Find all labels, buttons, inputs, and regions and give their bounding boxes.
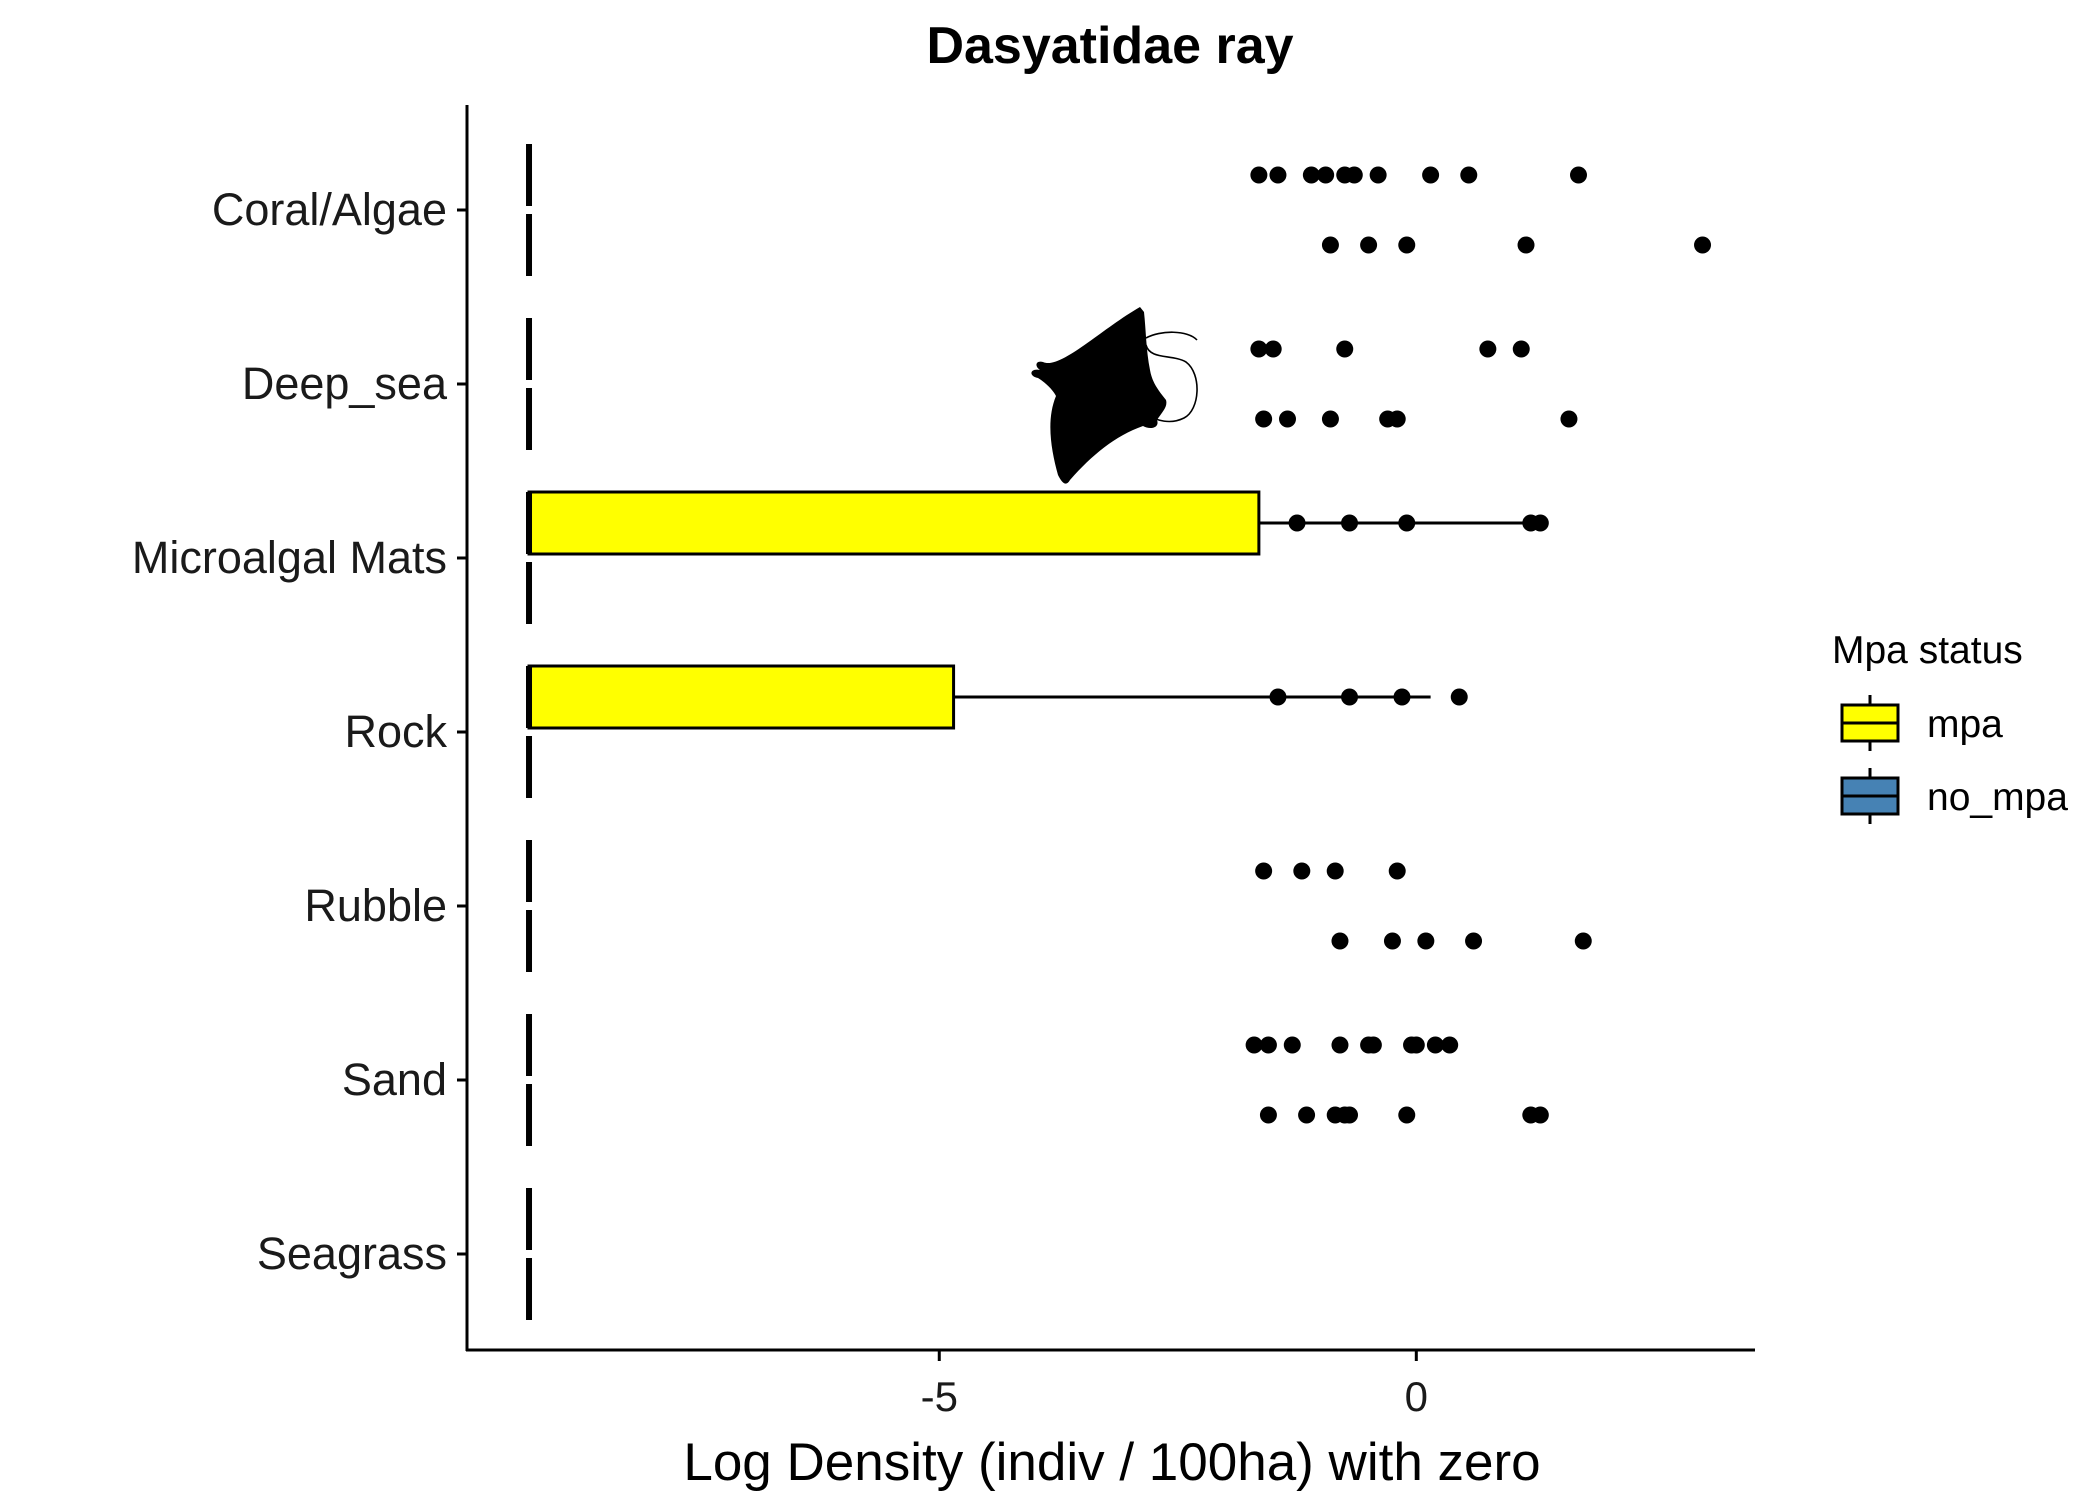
outlier-point — [1245, 1036, 1263, 1054]
outlier-point — [1441, 1036, 1459, 1054]
outlier-point — [1450, 688, 1468, 706]
legend-entry-mpa: mpa — [1840, 695, 2003, 751]
outlier-point — [1326, 862, 1344, 880]
legend-title: Mpa status — [1832, 629, 2023, 672]
outlier-point — [1694, 236, 1712, 254]
outlier-point — [1407, 1036, 1425, 1054]
outlier-point — [1341, 514, 1359, 532]
y-tick-label: Sand — [342, 1054, 447, 1105]
outlier-point — [1512, 340, 1530, 358]
ray-silhouette-icon — [1031, 307, 1198, 484]
x-axis-title: Log Density (indiv / 100ha) with zero — [683, 1433, 1540, 1492]
outlier-point — [1531, 1106, 1549, 1124]
outlier-point — [1388, 410, 1406, 428]
outlier-point — [1531, 514, 1549, 532]
outlier-point — [1460, 166, 1478, 184]
outlier-point — [1364, 1036, 1382, 1054]
outlier-point — [1369, 166, 1387, 184]
legend-label: mpa — [1927, 703, 2003, 746]
outlier-point — [1321, 236, 1339, 254]
outlier-point — [1422, 166, 1440, 184]
outlier-point — [1264, 340, 1282, 358]
box-layer — [526, 490, 1536, 730]
outlier-point — [1331, 932, 1349, 950]
box-mpa — [527, 490, 1261, 556]
chart-title: Dasyatidae ray — [926, 17, 1293, 75]
plot-area — [526, 144, 1712, 1320]
outlier-point — [1255, 410, 1273, 428]
point-layer — [1245, 166, 1712, 1124]
outlier-point — [1360, 236, 1378, 254]
axes: Coral/Algae Deep_sea Microalgal Mats Rock Ru… — [132, 105, 1755, 1420]
legend-entries: mpa no_mpa — [1840, 695, 2068, 824]
outlier-point — [1345, 166, 1363, 184]
outlier-point — [1302, 166, 1320, 184]
outlier-point — [1259, 1106, 1277, 1124]
outlier-point — [1426, 1036, 1444, 1054]
outlier-point — [1383, 932, 1401, 950]
outlier-point — [1259, 1036, 1277, 1054]
outlier-point — [1269, 688, 1287, 706]
y-axis: Coral/Algae Deep_sea Microalgal Mats Rock Ru… — [132, 184, 467, 1279]
y-tick-label: Seagrass — [257, 1228, 447, 1279]
outlier-point — [1479, 340, 1497, 358]
outlier-point — [1560, 410, 1578, 428]
outlier-point — [1398, 514, 1416, 532]
outlier-point — [1574, 932, 1592, 950]
outlier-point — [1388, 862, 1406, 880]
outlier-point — [1398, 1106, 1416, 1124]
outlier-point — [1517, 236, 1535, 254]
outlier-point — [1331, 1036, 1349, 1054]
outlier-point — [1279, 410, 1297, 428]
outlier-point — [1250, 340, 1268, 358]
outlier-point — [1288, 514, 1306, 532]
outlier-point — [1293, 862, 1311, 880]
y-tick-label: Deep_sea — [242, 358, 448, 409]
legend: Mpa status mpa no_mpa — [1832, 629, 2068, 824]
legend-label: no_mpa — [1927, 776, 2068, 819]
outlier-point — [1250, 166, 1268, 184]
outlier-point — [1341, 688, 1359, 706]
outlier-point — [1569, 166, 1587, 184]
outlier-point — [1321, 410, 1339, 428]
outlier-point — [1336, 340, 1354, 358]
outlier-point — [1298, 1106, 1316, 1124]
legend-entry-no_mpa: no_mpa — [1840, 768, 2068, 824]
outlier-point — [1341, 1106, 1359, 1124]
outlier-point — [1417, 932, 1435, 950]
outlier-point — [1465, 932, 1483, 950]
y-tick-label: Coral/Algae — [212, 184, 447, 235]
box-mpa — [527, 664, 956, 730]
x-tick-label: -5 — [921, 1373, 958, 1420]
x-axis: -5 0 — [921, 1350, 1428, 1420]
y-tick-label: Rock — [344, 706, 447, 757]
outlier-point — [1255, 862, 1273, 880]
x-tick-label: 0 — [1405, 1373, 1428, 1420]
outlier-point — [1393, 688, 1411, 706]
outlier-point — [1317, 166, 1335, 184]
y-tick-label: Microalgal Mats — [132, 532, 447, 583]
outlier-point — [1398, 236, 1416, 254]
y-tick-label: Rubble — [304, 880, 447, 931]
outlier-point — [1269, 166, 1287, 184]
outlier-point — [1283, 1036, 1301, 1054]
